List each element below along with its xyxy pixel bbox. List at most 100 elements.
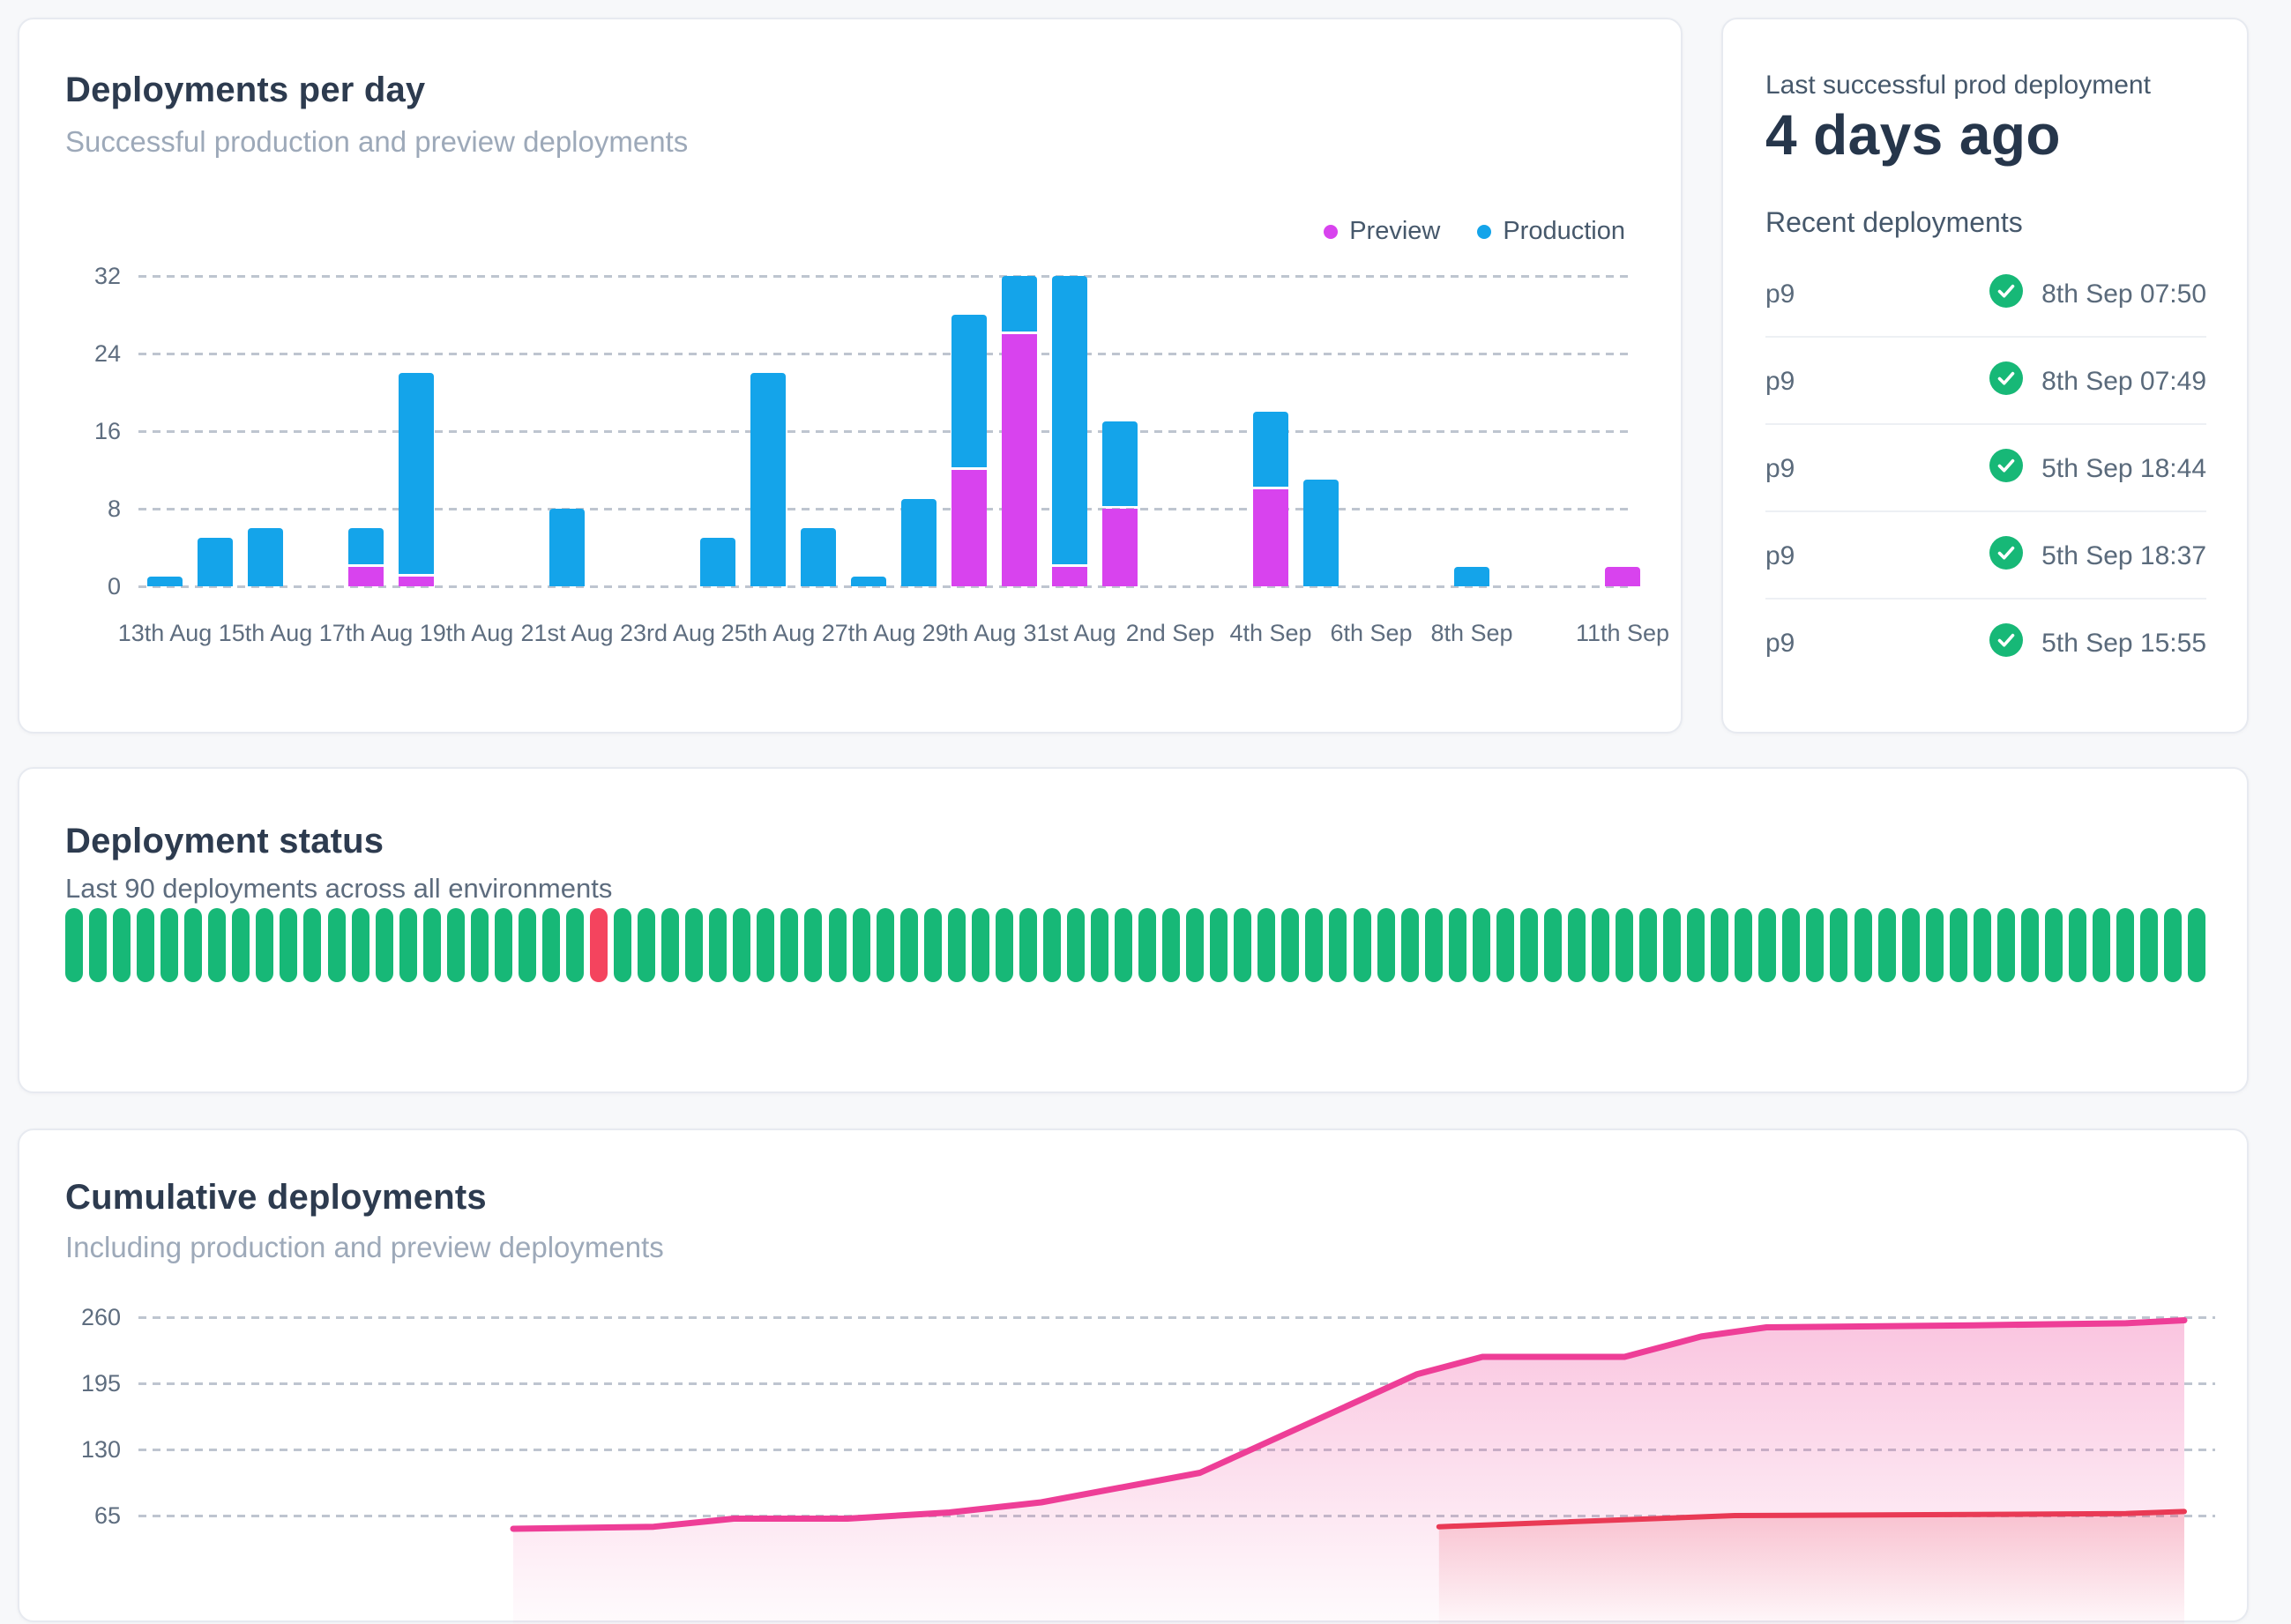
status-pill-success[interactable] (2140, 908, 2158, 982)
status-pill-success[interactable] (709, 908, 727, 982)
status-pill-success[interactable] (65, 908, 83, 982)
status-pill-success[interactable] (1568, 908, 1586, 982)
status-pill-success[interactable] (328, 908, 346, 982)
status-pill-success[interactable] (1854, 908, 1872, 982)
bar-31-aug[interactable] (1052, 276, 1087, 586)
deployment-row[interactable]: p9 8th Sep 07:49 (1765, 362, 2206, 401)
status-pill-success[interactable] (447, 908, 465, 982)
status-pill-success[interactable] (1067, 908, 1085, 982)
status-pill-success[interactable] (1115, 908, 1132, 982)
bar-4-sep[interactable] (1253, 412, 1288, 586)
status-pill-success[interactable] (780, 908, 798, 982)
bar-25-aug[interactable] (750, 373, 786, 586)
status-pill-success[interactable] (1329, 908, 1347, 982)
status-pill-success[interactable] (757, 908, 774, 982)
bar-28-aug[interactable] (901, 499, 937, 586)
status-pill-success[interactable] (1257, 908, 1275, 982)
status-pill-success[interactable] (2116, 908, 2134, 982)
status-pill-success[interactable] (1806, 908, 1824, 982)
bar-27-aug[interactable] (851, 577, 886, 586)
status-pill-success[interactable] (566, 908, 584, 982)
status-pill-success[interactable] (1043, 908, 1061, 982)
bar-30-aug[interactable] (1002, 276, 1037, 586)
status-pill-success[interactable] (900, 908, 918, 982)
status-pill-success[interactable] (208, 908, 226, 982)
status-pill-success[interactable] (1019, 908, 1037, 982)
status-pill-success[interactable] (1997, 908, 2015, 982)
bar-21-aug[interactable] (549, 509, 585, 586)
status-pill-success[interactable] (2164, 908, 2182, 982)
status-pill-success[interactable] (471, 908, 489, 982)
bar-5-sep[interactable] (1303, 480, 1339, 586)
status-pill-success[interactable] (1711, 908, 1728, 982)
bar-24-aug[interactable] (700, 538, 735, 586)
bar-13-aug[interactable] (147, 577, 183, 586)
status-pill-success[interactable] (948, 908, 966, 982)
status-pill-success[interactable] (1902, 908, 1920, 982)
status-pill-success[interactable] (256, 908, 273, 982)
status-pill-success[interactable] (376, 908, 393, 982)
status-pill-success[interactable] (280, 908, 297, 982)
status-pill-success[interactable] (996, 908, 1013, 982)
deployment-row[interactable]: p9 8th Sep 07:50 (1765, 275, 2206, 314)
status-pill-success[interactable] (1830, 908, 1847, 982)
status-pill-success[interactable] (1592, 908, 1609, 982)
status-pill-success[interactable] (638, 908, 655, 982)
status-pill-success[interactable] (1520, 908, 1538, 982)
status-pill-success[interactable] (1758, 908, 1776, 982)
deployment-row[interactable]: p9 5th Sep 18:37 (1765, 537, 2206, 576)
status-pill-success[interactable] (495, 908, 512, 982)
status-pill-success[interactable] (542, 908, 560, 982)
status-pill-success[interactable] (1473, 908, 1490, 982)
status-pill-success[interactable] (1639, 908, 1657, 982)
deployment-row[interactable]: p9 5th Sep 18:44 (1765, 450, 2206, 488)
bar-18-aug[interactable] (399, 373, 434, 586)
status-pill-success[interactable] (1449, 908, 1466, 982)
status-pill-success[interactable] (1926, 908, 1944, 982)
status-pill-success[interactable] (1687, 908, 1705, 982)
status-pill-success[interactable] (2093, 908, 2110, 982)
status-pill-success[interactable] (1377, 908, 1395, 982)
status-pill-success[interactable] (1162, 908, 1180, 982)
status-pill-success[interactable] (2188, 908, 2205, 982)
bar-17-aug[interactable] (348, 528, 384, 586)
status-pill-success[interactable] (1186, 908, 1204, 982)
status-pill-success[interactable] (352, 908, 369, 982)
deployment-row[interactable]: p9 5th Sep 15:55 (1765, 624, 2206, 663)
status-pill-success[interactable] (1735, 908, 1752, 982)
bar-8-sep[interactable] (1454, 567, 1489, 586)
status-pill-success[interactable] (2021, 908, 2039, 982)
bar-1-sep[interactable] (1102, 421, 1138, 586)
status-pill-success[interactable] (1782, 908, 1800, 982)
status-pill-success[interactable] (924, 908, 942, 982)
status-pill-success[interactable] (232, 908, 250, 982)
status-pill-success[interactable] (137, 908, 154, 982)
status-pill-success[interactable] (1616, 908, 1633, 982)
status-pill-success[interactable] (1496, 908, 1514, 982)
status-pill-success[interactable] (1950, 908, 1967, 982)
status-pill-failed[interactable] (590, 908, 608, 982)
status-pill-success[interactable] (1091, 908, 1108, 982)
status-pill-success[interactable] (661, 908, 679, 982)
status-pill-success[interactable] (972, 908, 989, 982)
status-pill-success[interactable] (423, 908, 441, 982)
status-pill-success[interactable] (1401, 908, 1419, 982)
status-pill-success[interactable] (1210, 908, 1228, 982)
status-pill-success[interactable] (1281, 908, 1299, 982)
bar-15-aug[interactable] (248, 528, 283, 586)
status-pill-success[interactable] (685, 908, 703, 982)
status-pill-success[interactable] (614, 908, 631, 982)
status-pill-success[interactable] (853, 908, 870, 982)
status-pill-success[interactable] (184, 908, 202, 982)
status-pill-success[interactable] (89, 908, 107, 982)
status-pill-success[interactable] (160, 908, 178, 982)
status-pill-success[interactable] (113, 908, 131, 982)
status-pill-success[interactable] (1354, 908, 1371, 982)
status-pill-success[interactable] (1425, 908, 1443, 982)
status-pill-success[interactable] (877, 908, 894, 982)
status-pill-success[interactable] (1974, 908, 1991, 982)
bar-29-aug[interactable] (951, 315, 987, 586)
status-pill-success[interactable] (2069, 908, 2086, 982)
status-pill-success[interactable] (1138, 908, 1156, 982)
status-pill-success[interactable] (1305, 908, 1323, 982)
